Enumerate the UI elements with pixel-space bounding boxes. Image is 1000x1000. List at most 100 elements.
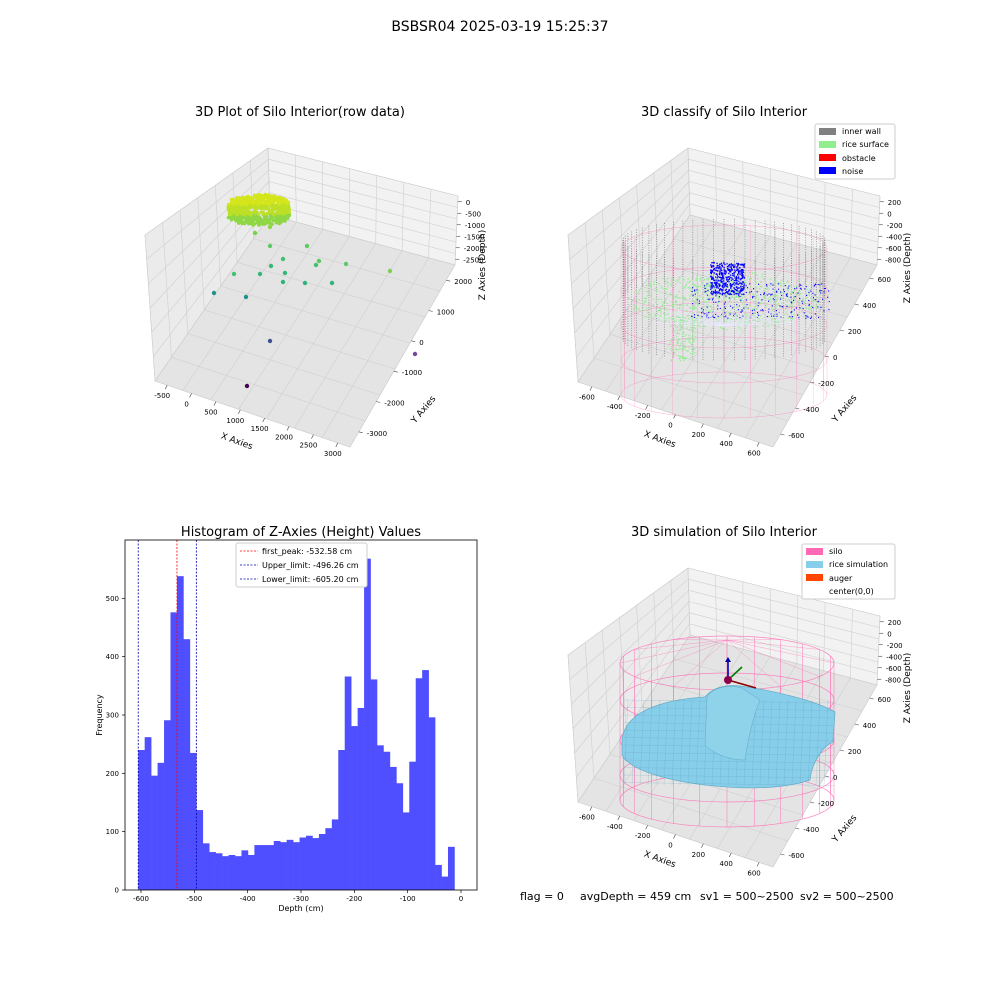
rice-surface-point [745, 306, 747, 308]
grid-line [144, 147, 269, 236]
rice-surface-point [664, 316, 666, 318]
noise-point [721, 277, 723, 279]
noise-point [730, 276, 732, 279]
noise-point [736, 268, 738, 270]
rice-surface-point [707, 279, 709, 281]
noise-point [694, 290, 696, 292]
z-tick-label: -2000 [464, 245, 484, 253]
raw-point-outlier [211, 290, 217, 296]
noise-point [719, 263, 721, 265]
rice-surface-point [716, 295, 718, 297]
rice-surface-point [749, 281, 751, 283]
rice-surface-point [774, 280, 776, 282]
raw-point [255, 194, 259, 198]
rice-surface-point [806, 288, 808, 290]
rice-surface-point [692, 328, 694, 330]
rice-surface-point [649, 308, 651, 310]
noise-point [802, 308, 804, 310]
grid-line [294, 250, 403, 429]
scan-ray [685, 307, 725, 327]
noise-point [828, 309, 830, 311]
raw-point [251, 203, 255, 207]
noise-point [740, 272, 742, 274]
noise-point [729, 297, 731, 299]
grid-line [576, 623, 690, 778]
noise-point [712, 278, 714, 280]
rice-surface-point [697, 292, 699, 294]
noise-point [723, 262, 725, 264]
noise-point [732, 275, 734, 277]
rice-surface-point [743, 306, 745, 308]
noise-point [731, 268, 733, 270]
grid-line [574, 612, 690, 754]
rice-surface-point [692, 283, 694, 285]
noise-point [761, 309, 763, 311]
rice-surface-point [776, 303, 779, 306]
noise-point [735, 278, 737, 280]
noise-point [692, 294, 694, 296]
rice-surface-point [628, 297, 630, 299]
rice-surface-point [817, 296, 819, 299]
rice-surface-point [777, 322, 779, 324]
raw-point [231, 215, 235, 220]
footer-sv2: sv2 = 500~2500 [800, 890, 894, 903]
rice-surface-point [787, 289, 789, 291]
noise-point [751, 291, 753, 293]
noise-point [786, 293, 788, 295]
rice-surface-point [684, 317, 686, 319]
rice-surface-point [788, 305, 790, 307]
noise-point [800, 284, 802, 286]
rice-surface-point [636, 299, 638, 301]
noise-point [731, 273, 734, 275]
rice-surface-point [742, 283, 744, 286]
rice-surface-point [685, 283, 687, 285]
rice-surface-point [752, 326, 755, 328]
raw-point [283, 217, 287, 221]
noise-point [768, 308, 770, 310]
rice-surface-point [708, 297, 710, 299]
histogram-bar [389, 766, 397, 890]
rice-surface-point [749, 299, 752, 301]
noise-point [721, 281, 723, 283]
rice-surface-point [794, 299, 796, 301]
rice-surface-point [730, 318, 732, 320]
rice-surface-point [634, 304, 636, 307]
noise-point [786, 305, 788, 307]
rice-surface-point [681, 348, 683, 351]
noise-point [741, 283, 743, 285]
raw-point [248, 204, 252, 208]
rice-surface-point [746, 298, 748, 300]
rice-surface-point [670, 348, 672, 350]
x-tick-label: 400 [720, 440, 733, 448]
noise-point [743, 283, 745, 285]
rice-surface-point [759, 302, 762, 305]
rice-surface-point [633, 304, 635, 306]
noise-point [711, 299, 713, 301]
raw-point [280, 203, 284, 207]
histogram-bar [364, 558, 371, 890]
noise-point [797, 314, 799, 316]
rice-surface-point [785, 306, 787, 308]
rice-surface-point [747, 307, 749, 309]
rice-surface-point [741, 286, 743, 289]
surface-mesh-line [679, 699, 685, 786]
noise-point [720, 274, 723, 276]
rice-surface-point [695, 279, 697, 281]
histogram-bar [370, 679, 378, 890]
rice-surface-point [796, 301, 799, 303]
rice-surface-point [790, 306, 792, 308]
rice-surface-point [671, 285, 673, 287]
rice-surface-point [671, 301, 673, 303]
rice-surface-point [758, 318, 760, 320]
rice-surface-point [767, 325, 769, 327]
noise-point [790, 296, 792, 298]
center-marker [724, 676, 732, 684]
rice-surface-point [743, 282, 745, 284]
rice-surface-point [703, 306, 705, 308]
noise-point [728, 272, 730, 275]
rice-surface-point [787, 314, 789, 316]
rice-surface-point [691, 342, 694, 344]
rice-surface-point [699, 279, 702, 281]
noise-point [735, 289, 737, 291]
histogram-bar [383, 751, 391, 890]
